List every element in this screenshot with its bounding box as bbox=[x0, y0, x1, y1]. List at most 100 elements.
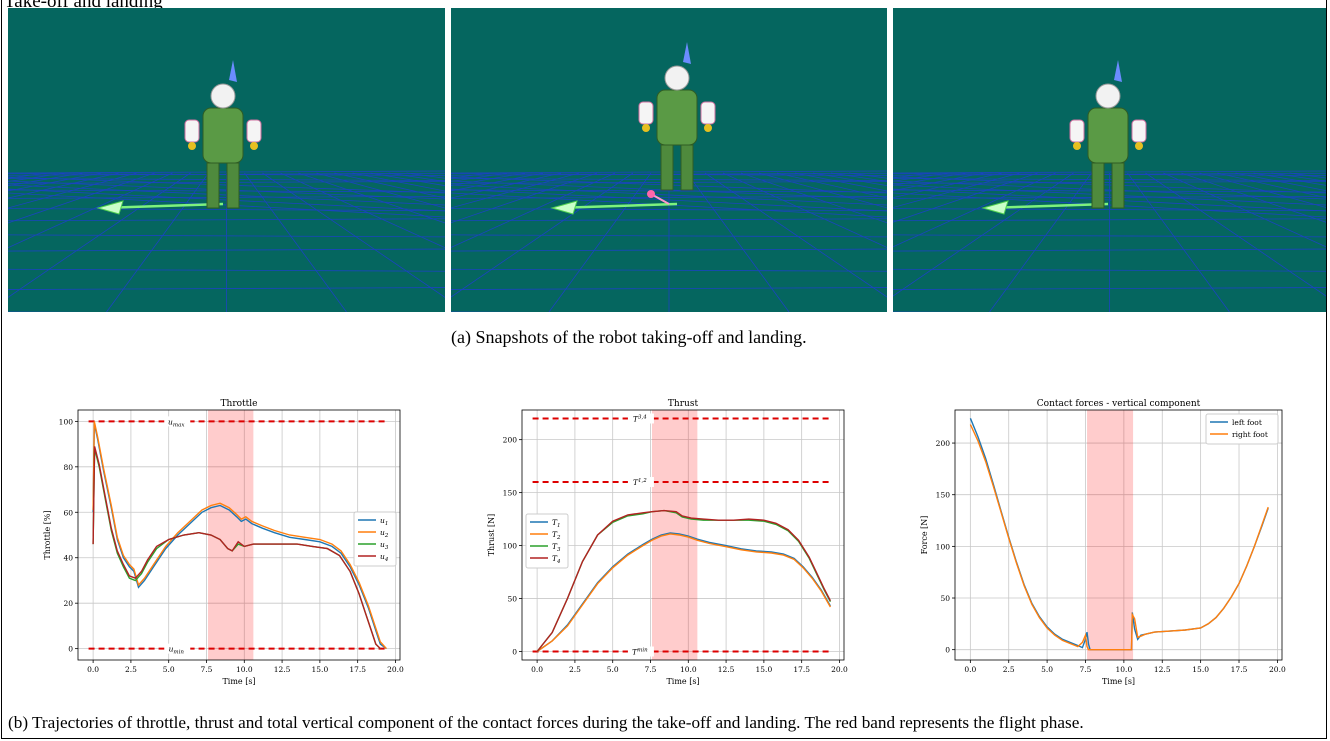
x-tick-label: 7.5 bbox=[1080, 665, 1092, 674]
left-jet-nozzle bbox=[188, 142, 196, 150]
x-tick-label: 2.5 bbox=[1003, 665, 1015, 674]
y-tick-label: 100 bbox=[59, 417, 74, 426]
right-jet-nozzle bbox=[250, 142, 258, 150]
legend-box bbox=[525, 513, 569, 569]
snapshot-landing bbox=[893, 8, 1326, 312]
plot-frame bbox=[521, 409, 845, 661]
right-jet-nozzle bbox=[1135, 142, 1143, 150]
x-axis-label: Time [s] bbox=[666, 677, 699, 686]
robot bbox=[550, 42, 716, 215]
legend-entry: T1 bbox=[552, 518, 561, 529]
limit-label: Tmin bbox=[632, 648, 648, 657]
y-tick-label: 150 bbox=[936, 491, 951, 500]
robot-left-leg bbox=[1091, 162, 1105, 209]
robot-left-leg bbox=[660, 144, 674, 191]
plot-frame bbox=[77, 409, 401, 661]
x-tick-label: 15.0 bbox=[756, 665, 773, 674]
x-tick-label: 12.5 bbox=[1154, 665, 1171, 674]
x-tick-label: 10.0 bbox=[236, 665, 253, 674]
y-axis-label: Force [N] bbox=[920, 516, 929, 555]
x-tick-label: 17.5 bbox=[349, 665, 366, 674]
arrow-head bbox=[96, 200, 124, 215]
x-tick-label: 20.0 bbox=[831, 665, 848, 674]
legend-entry: T4 bbox=[552, 554, 561, 565]
y-tick-label: 100 bbox=[503, 542, 518, 551]
x-tick-label: 0.0 bbox=[531, 665, 543, 674]
limit-label-bg bbox=[627, 413, 654, 424]
snapshot-scene bbox=[893, 8, 1326, 312]
x-tick-label: 5.0 bbox=[607, 665, 619, 674]
robot-head bbox=[664, 65, 690, 91]
robot-antenna bbox=[229, 60, 237, 82]
chart-title: Throttle bbox=[221, 399, 258, 409]
chart-svg: Throttle umax umin 0.0 2.5 5.0 7.5 10.0 12.5 15.0… bbox=[43, 399, 404, 686]
y-tick-label: 0 bbox=[945, 646, 950, 655]
y-tick-label: 20 bbox=[63, 599, 73, 608]
series-line-u4 bbox=[92, 446, 381, 650]
y-tick-label: 200 bbox=[503, 436, 518, 445]
limit-label: umax bbox=[168, 417, 185, 428]
x-tick-label: 2.5 bbox=[569, 665, 581, 674]
robot-antenna bbox=[683, 42, 691, 64]
x-tick-label: 0.0 bbox=[964, 665, 976, 674]
x-tick-label: 12.5 bbox=[718, 665, 735, 674]
limit-label-bg bbox=[164, 643, 191, 654]
robot-torso bbox=[1087, 107, 1129, 164]
left-jet bbox=[1069, 119, 1085, 143]
legend-entry: u4 bbox=[380, 552, 389, 563]
y-tick-label: 80 bbox=[63, 463, 73, 472]
y-tick-label: 50 bbox=[940, 594, 950, 603]
y-tick-label: 200 bbox=[936, 439, 951, 448]
x-tick-label: 17.5 bbox=[793, 665, 810, 674]
x-tick-label: 10.0 bbox=[1116, 665, 1133, 674]
legend-box bbox=[353, 511, 397, 567]
legend-entry: u2 bbox=[380, 528, 389, 539]
robot-torso bbox=[656, 89, 698, 146]
x-tick-label: 20.0 bbox=[1269, 665, 1286, 674]
contact-point bbox=[647, 190, 655, 198]
snapshot-scene bbox=[451, 8, 887, 312]
x-tick-label: 12.5 bbox=[274, 665, 291, 674]
limit-label: T3,4 bbox=[633, 414, 647, 423]
robot-right-leg bbox=[1111, 162, 1125, 209]
right-jet-nozzle bbox=[704, 124, 712, 132]
caption-b: (b) Trajectories of throttle, thrust and… bbox=[8, 713, 1084, 732]
snapshot-scene bbox=[8, 8, 445, 312]
x-tick-label: 7.5 bbox=[645, 665, 657, 674]
left-jet bbox=[638, 101, 654, 125]
y-tick-label: 150 bbox=[503, 489, 518, 498]
robot-right-leg bbox=[680, 144, 694, 191]
x-tick-label: 5.0 bbox=[1041, 665, 1053, 674]
arrow-head bbox=[550, 200, 578, 215]
robot bbox=[96, 60, 262, 215]
ground-grid bbox=[451, 170, 887, 312]
snapshot-flight bbox=[451, 8, 887, 312]
series-line-T2 bbox=[536, 533, 832, 653]
y-tick-label: 0 bbox=[512, 648, 517, 657]
flight-phase-band bbox=[1087, 410, 1134, 660]
arrow-head bbox=[981, 200, 1009, 215]
robot-torso bbox=[202, 107, 244, 164]
left-jet bbox=[184, 119, 200, 143]
limit-label: umin bbox=[169, 645, 185, 656]
limit-label-bg bbox=[164, 416, 191, 427]
robot bbox=[981, 60, 1147, 215]
right-jet bbox=[700, 101, 716, 125]
limit-label-bg bbox=[627, 477, 654, 488]
chart-throttle: Throttle umax umin 0.0 2.5 5.0 7.5 10.0 12.5 15.0… bbox=[38, 395, 408, 695]
x-tick-label: 7.5 bbox=[201, 665, 213, 674]
right-jet bbox=[1131, 119, 1147, 143]
chart-contact-forces: Contact forces - vertical component 0.0 2.… bbox=[915, 395, 1290, 695]
flight-phase-band bbox=[208, 410, 254, 660]
x-axis-label: Time [s] bbox=[1102, 677, 1135, 686]
series-line-u2 bbox=[92, 421, 387, 650]
limit-label: T1,2 bbox=[633, 478, 647, 487]
robot-left-leg bbox=[206, 162, 220, 209]
chart-title: Thrust bbox=[668, 399, 699, 409]
y-tick-label: 40 bbox=[63, 554, 73, 563]
legend-entry: T3 bbox=[552, 542, 561, 553]
y-axis-label: Throttle [%] bbox=[43, 510, 52, 559]
chart-title: Contact forces - vertical component bbox=[1037, 399, 1201, 409]
